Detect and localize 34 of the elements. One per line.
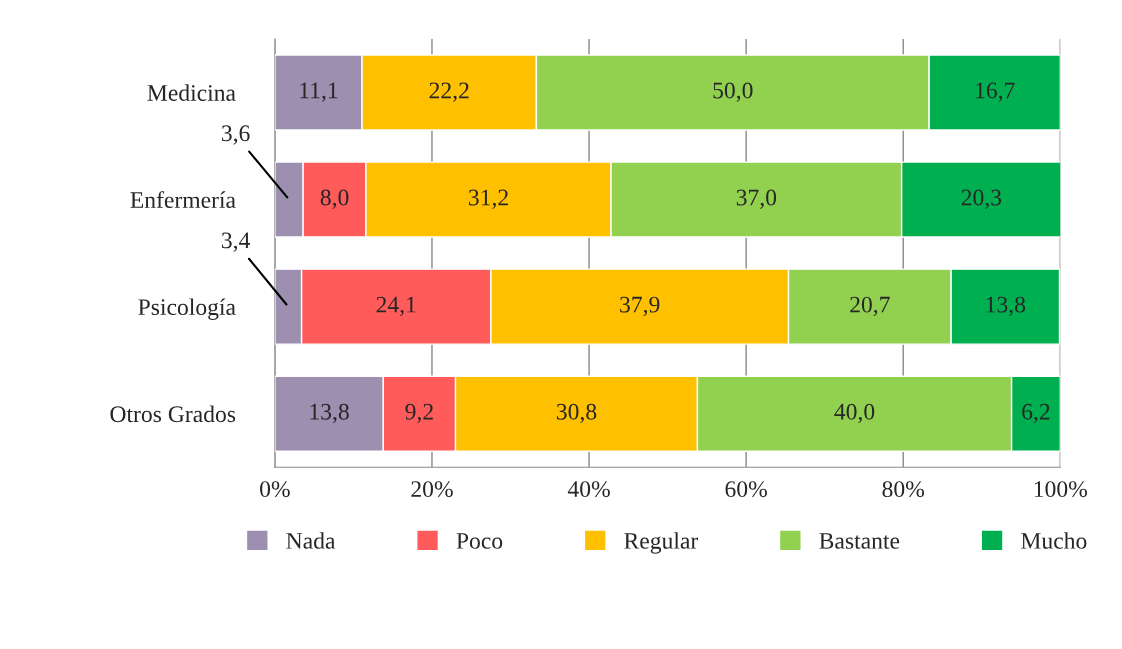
legend-label: Regular	[624, 532, 699, 554]
data-label: 9,2	[405, 403, 433, 424]
x-tick-label: 40%	[567, 481, 610, 498]
legend-label: Mucho	[1021, 532, 1087, 549]
x-tick-label: 100%	[1034, 481, 1088, 498]
data-label: 16,7	[976, 82, 1015, 102]
y-tick-label: Medicina	[147, 84, 236, 101]
legend-label: Nada	[286, 532, 336, 549]
x-tick-label: 60%	[725, 481, 767, 498]
legend-label: Poco	[456, 533, 503, 549]
data-label: 20,3	[961, 189, 1002, 209]
data-label: 37,0	[736, 189, 777, 209]
data-label: 6,2	[1022, 403, 1050, 424]
data-label: 24,1	[376, 296, 416, 316]
x-tick-label: 80%	[882, 481, 925, 498]
data-label: 11,1	[300, 82, 338, 102]
y-tick-label: Otros Grados	[110, 405, 236, 423]
data-label: 31,2	[468, 189, 508, 209]
data-label: 8,0	[320, 189, 349, 209]
data-label: 3,6	[221, 125, 250, 145]
data-label: 50,0	[713, 82, 753, 102]
data-label: 3,4	[221, 232, 251, 252]
y-tick-label: Psicología	[138, 298, 236, 320]
data-label: 20,7	[850, 296, 890, 316]
legend-label: Bastante	[819, 533, 900, 549]
data-label: 30,8	[556, 403, 597, 424]
x-tick-label: 20%	[411, 481, 453, 498]
data-label: 13,8	[986, 296, 1026, 316]
data-label: 37,9	[620, 296, 660, 316]
x-tick-label: 0%	[260, 481, 290, 498]
data-label: 13,8	[310, 403, 349, 424]
y-tick-label: Enfermería	[130, 191, 236, 208]
data-label: 40,0	[834, 403, 875, 424]
data-label: 22,2	[429, 82, 469, 102]
